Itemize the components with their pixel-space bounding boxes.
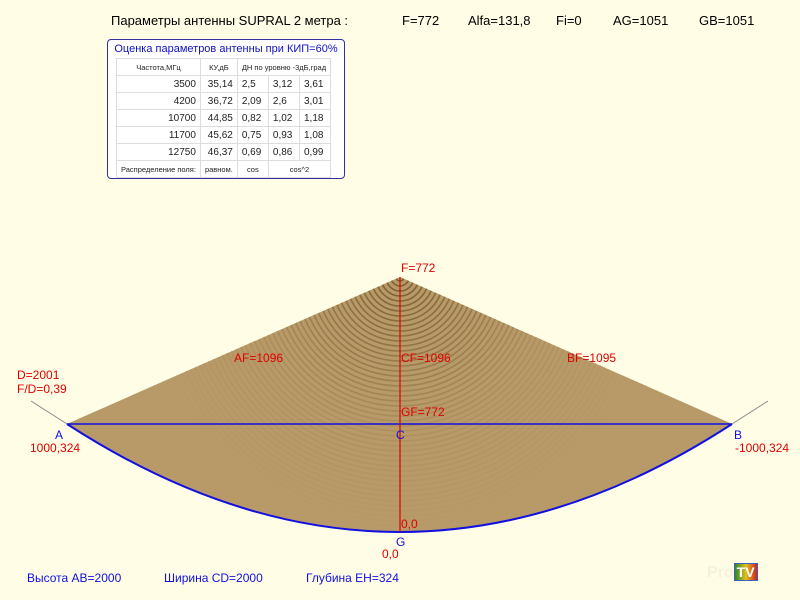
ag-value: AG=1051 xyxy=(613,13,669,28)
table-cell: 1,18 xyxy=(298,109,332,127)
table-row: 3500 35,14 2,5 3,12 3,61 xyxy=(116,75,332,93)
fi-value: Fi=0 xyxy=(556,13,582,28)
parabola-extension-left xyxy=(30,400,68,425)
label-d: D=2001 xyxy=(17,368,60,382)
label-gf: GF=772 xyxy=(401,405,445,419)
point-a: A xyxy=(55,428,64,442)
point-b-coord: -1000,324 xyxy=(735,441,790,455)
point-b: B xyxy=(734,428,743,442)
parameters-table: Оценка параметров антенны при КИП=60% Ча… xyxy=(107,39,345,179)
gb-value: GB=1051 xyxy=(699,13,755,28)
parabola-extension-right xyxy=(731,400,769,425)
width-cd: Ширина CD=2000 xyxy=(164,571,263,585)
table-row: 12750 46,37 0,69 0,86 0,99 xyxy=(116,143,332,161)
table-title: Оценка параметров антенны при КИП=60% xyxy=(114,43,338,55)
footer-cell: Распределение поля: xyxy=(116,160,201,178)
protv-logo: Pro TV xyxy=(707,563,758,582)
alfa-value: Alfa=131,8 xyxy=(468,13,531,28)
height-ab: Высота AB=2000 xyxy=(27,571,122,585)
footer-cell: cos^2 xyxy=(267,160,332,178)
point-g-coord: 0,0 xyxy=(382,547,399,561)
point-g-top: 0,0 xyxy=(401,517,418,531)
label-fd: F/D=0,39 xyxy=(17,382,67,396)
title: Параметры антенны SUPRAL 2 метра : xyxy=(111,13,349,28)
point-a-coord: 1000,324 xyxy=(30,441,81,455)
footer-cell: cos xyxy=(236,160,269,178)
depth-eh: Глубина EH=324 xyxy=(306,571,399,585)
label-af: AF=1096 xyxy=(234,351,284,365)
label-bf: BF=1095 xyxy=(567,351,617,365)
label-cf: CF=1096 xyxy=(401,351,451,365)
focal-length: F=772 xyxy=(402,13,440,28)
point-c: C xyxy=(396,428,405,442)
label-f: F=772 xyxy=(401,261,436,275)
point-g: G xyxy=(396,535,406,549)
